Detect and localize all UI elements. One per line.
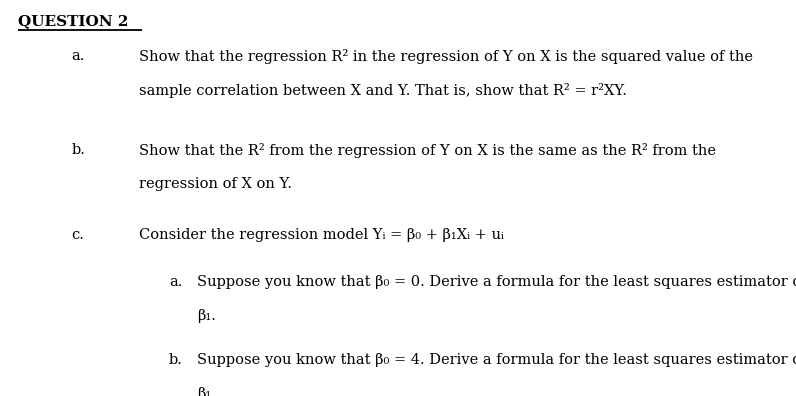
Text: sample correlation between X and Y. That is, show that R² = r²XY.: sample correlation between X and Y. That… [139, 83, 627, 98]
Text: a.: a. [72, 50, 85, 63]
Text: β₁.: β₁. [197, 387, 217, 396]
Text: b.: b. [72, 143, 85, 157]
Text: Show that the regression R² in the regression of Y on X is the squared value of : Show that the regression R² in the regre… [139, 50, 753, 65]
Text: b.: b. [169, 353, 182, 367]
Text: QUESTION 2: QUESTION 2 [18, 14, 128, 28]
Text: Suppose you know that β₀ = 4. Derive a formula for the least squares estimator o: Suppose you know that β₀ = 4. Derive a f… [197, 353, 796, 367]
Text: Suppose you know that β₀ = 0. Derive a formula for the least squares estimator o: Suppose you know that β₀ = 0. Derive a f… [197, 275, 796, 289]
Text: a.: a. [169, 275, 182, 289]
Text: Show that the R² from the regression of Y on X is the same as the R² from the: Show that the R² from the regression of … [139, 143, 716, 158]
Text: regression of X on Y.: regression of X on Y. [139, 177, 292, 191]
Text: Consider the regression model Yᵢ = β₀ + β₁Xᵢ + uᵢ: Consider the regression model Yᵢ = β₀ + … [139, 228, 505, 242]
Text: c.: c. [72, 228, 84, 242]
Text: β₁.: β₁. [197, 309, 217, 323]
